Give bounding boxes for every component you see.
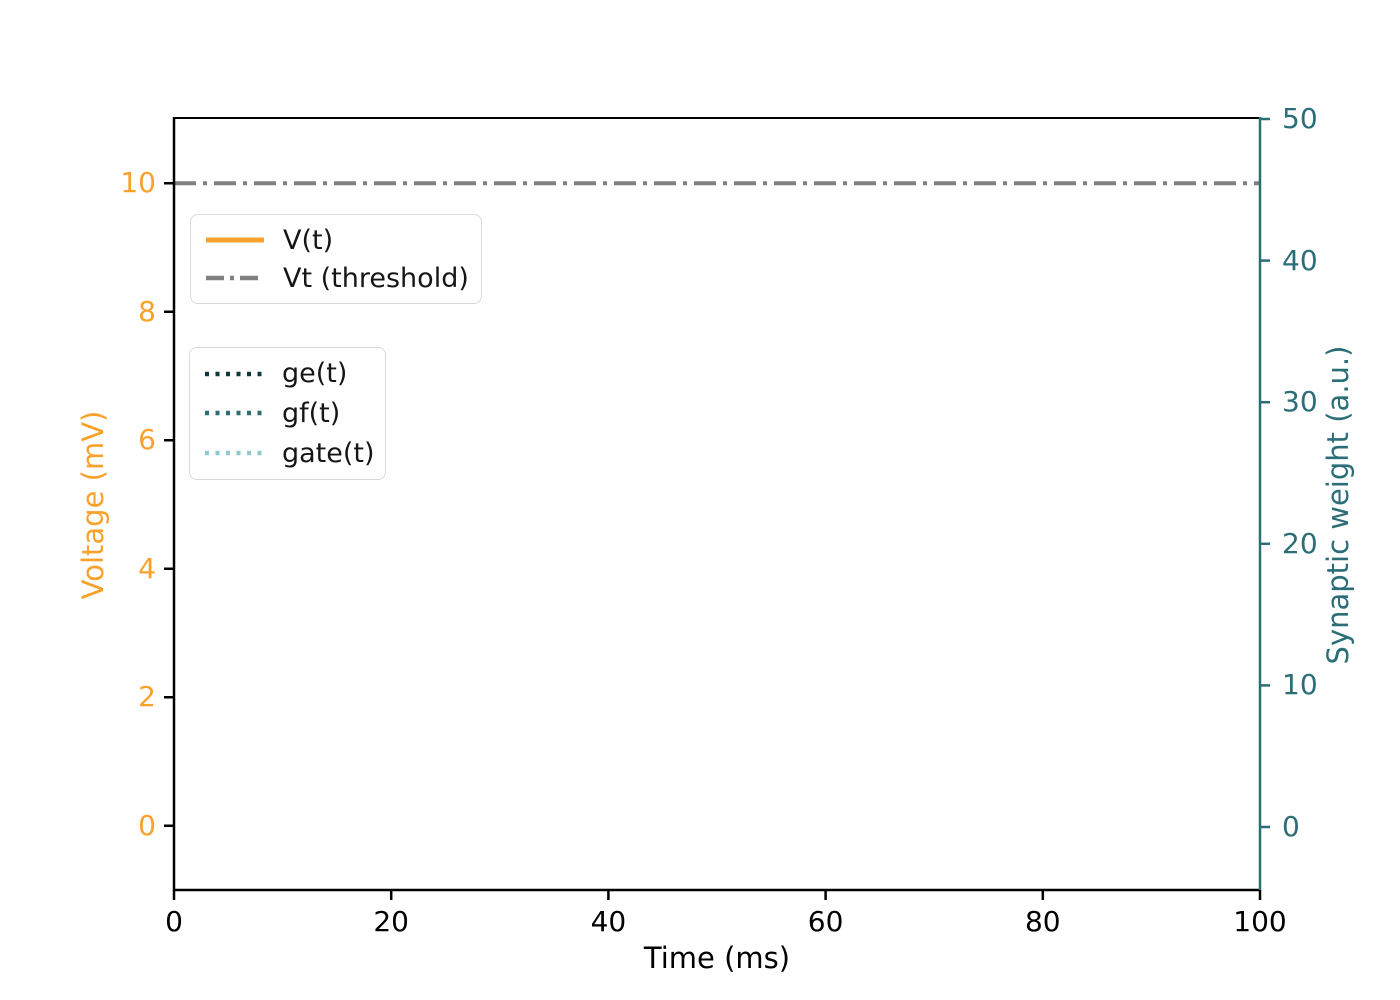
right-y-axis-label: Synaptic weight (a.u.) bbox=[1321, 345, 1355, 665]
legend-line-sample bbox=[206, 237, 264, 243]
legend-conductance[interactable]: ge(t) gf(t) gate(t) bbox=[189, 347, 386, 480]
left-y-tick-label: 10 bbox=[120, 166, 156, 200]
right-y-tick-label: 10 bbox=[1282, 668, 1318, 702]
legend-label: gf(t) bbox=[282, 397, 341, 429]
x-tick-label: 100 bbox=[1233, 905, 1287, 938]
x-tick-label: 0 bbox=[165, 905, 183, 938]
x-tick-label: 20 bbox=[373, 905, 410, 938]
legend-label: gate(t) bbox=[282, 437, 375, 469]
left-y-axis-label: Voltage (mV) bbox=[76, 410, 110, 600]
x-tick-label: 40 bbox=[590, 905, 627, 938]
legend-entry-gate-t-: gate(t) bbox=[204, 438, 375, 469]
x-axis-label: Time (ms) bbox=[643, 941, 791, 975]
legend-label: Vt (threshold) bbox=[283, 262, 469, 294]
legend-label: V(t) bbox=[283, 224, 334, 256]
legend-line-sample bbox=[205, 371, 263, 377]
legend-line-sample bbox=[205, 411, 263, 416]
legend-line-sample bbox=[206, 275, 264, 281]
right-y-tick-label: 50 bbox=[1282, 102, 1318, 135]
legend-entry-v-t-: V(t) bbox=[205, 225, 467, 256]
left-y-tick-label: 2 bbox=[138, 680, 156, 714]
right-y-tick-label: 20 bbox=[1282, 526, 1318, 560]
legend-entry-gf-t-: gf(t) bbox=[204, 398, 371, 429]
legend-label: ge(t) bbox=[282, 358, 348, 390]
right-y-tick-label: 40 bbox=[1282, 243, 1318, 277]
x-tick-label: 80 bbox=[1024, 905, 1061, 938]
right-y-tick-label: 0 bbox=[1282, 809, 1300, 843]
legend-line-sample bbox=[205, 450, 263, 456]
left-y-tick-label: 6 bbox=[138, 423, 156, 457]
legend-entry-vt-threshold-: Vt (threshold) bbox=[205, 262, 469, 294]
left-y-tick-label: 0 bbox=[138, 808, 156, 842]
left-y-tick-label: 4 bbox=[138, 551, 156, 585]
legend-entry-ge-t-: ge(t) bbox=[204, 358, 371, 389]
right-y-tick-label: 30 bbox=[1282, 385, 1318, 419]
legend-voltage[interactable]: V(t) Vt (threshold) bbox=[190, 214, 482, 304]
x-tick-label: 60 bbox=[807, 905, 844, 938]
left-y-tick-label: 8 bbox=[138, 294, 156, 328]
